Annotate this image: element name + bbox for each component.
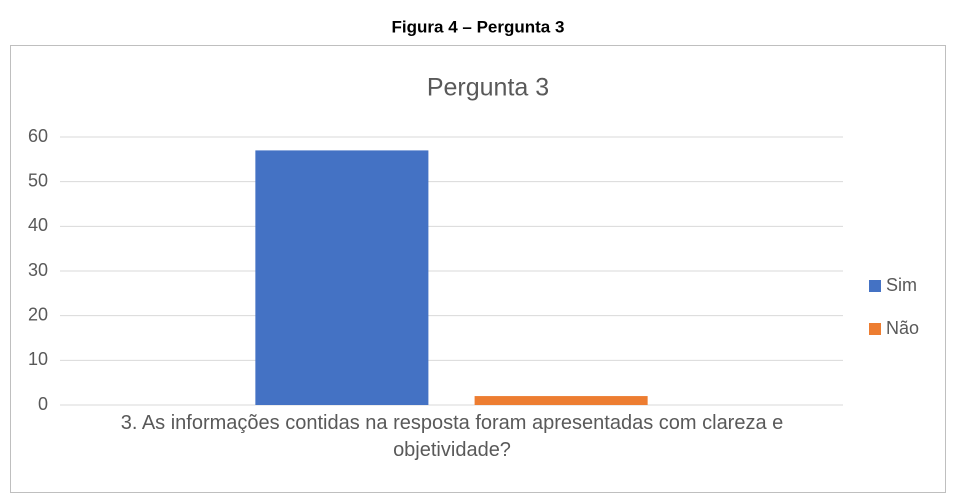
y-tick-label: 60	[28, 126, 48, 146]
y-tick-label: 50	[28, 170, 48, 190]
y-tick-label: 40	[28, 215, 48, 235]
y-tick-label: 10	[28, 349, 48, 369]
figure-caption: Figura 4 – Pergunta 3	[392, 17, 565, 36]
chart-title: Pergunta 3	[427, 74, 549, 102]
x-tick-label: 3. As informações contidas na resposta f…	[120, 412, 784, 461]
y-tick-label: 30	[28, 260, 48, 280]
legend-label: Não	[886, 318, 919, 338]
bar	[255, 150, 429, 405]
chart-frame	[10, 45, 946, 493]
y-tick-label: 0	[38, 394, 48, 414]
legend-label: Sim	[886, 275, 917, 295]
legend-swatch	[869, 280, 881, 292]
bar	[474, 396, 648, 405]
legend-swatch	[869, 323, 881, 335]
y-tick-label: 20	[28, 304, 48, 324]
